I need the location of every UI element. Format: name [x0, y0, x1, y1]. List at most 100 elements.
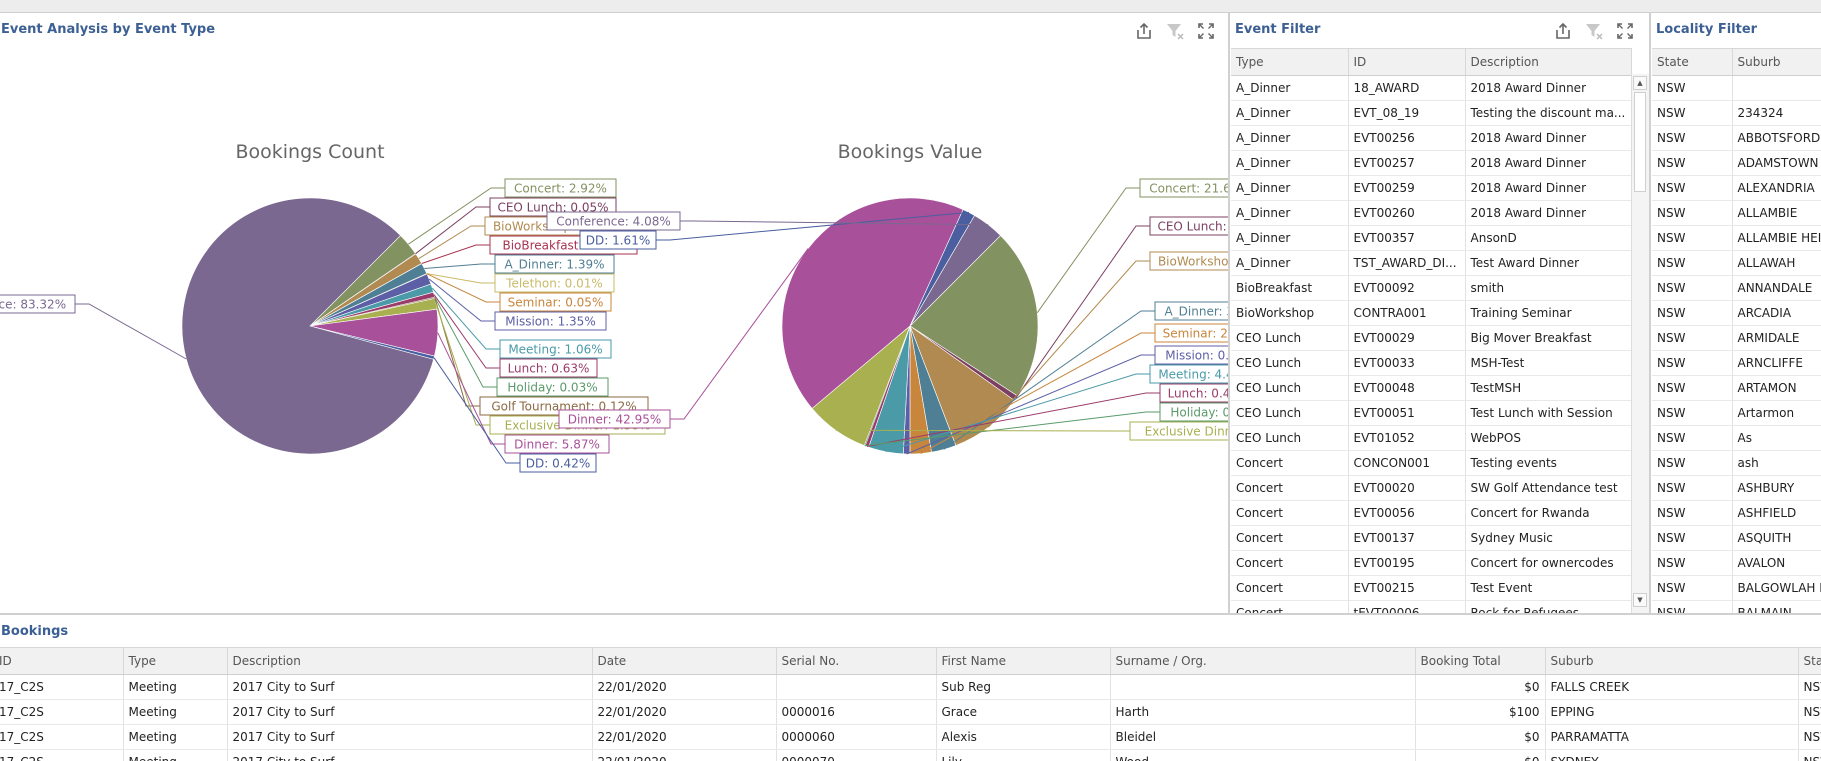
event-row[interactable]: CEO Lunch EVT00051 Test Lunch with Session: [1231, 400, 1632, 426]
locality-row[interactable]: NSW ARMIDALE: [1652, 325, 1821, 351]
column-header[interactable]: Type: [123, 647, 228, 675]
maximize-icon[interactable]: [1614, 20, 1636, 42]
event-row[interactable]: Concert EVT00056 Concert for Rwanda: [1231, 500, 1632, 526]
locality-row[interactable]: NSW AVALON: [1652, 550, 1821, 576]
data-label-dd: DD: 1.61%: [586, 234, 650, 248]
event-filter-scrollbar[interactable]: ▲ ▼: [1631, 74, 1649, 613]
column-header[interactable]: State: [1798, 647, 1821, 675]
event-row[interactable]: Concert EVT00215 Test Event: [1231, 575, 1632, 601]
chart-panel-title: Event Analysis by Event Type: [1, 22, 216, 37]
event-row[interactable]: CEO Lunch EVT00048 TestMSH: [1231, 375, 1632, 401]
event-row[interactable]: CEO Lunch EVT00029 Big Mover Breakfast: [1231, 325, 1632, 351]
event-row[interactable]: A_Dinner EVT00259 2018 Award Dinner: [1231, 175, 1632, 201]
locality-row[interactable]: NSW: [1652, 75, 1821, 101]
scroll-thumb[interactable]: [1634, 92, 1646, 192]
event-row[interactable]: A_Dinner EVT00260 2018 Award Dinner: [1231, 200, 1632, 226]
locality-row[interactable]: NSW ABBOTSFORD: [1652, 125, 1821, 151]
column-header[interactable]: State: [1652, 48, 1733, 76]
locality-row[interactable]: NSW ARNCLIFFE: [1652, 350, 1821, 376]
column-header[interactable]: Booking Total: [1415, 647, 1546, 675]
table-cell: A_Dinner: [1231, 200, 1349, 226]
event-row[interactable]: Concert EVT00195 Concert for ownercodes: [1231, 550, 1632, 576]
event-row[interactable]: A_Dinner EVT00357 AnsonD: [1231, 225, 1632, 251]
event-row[interactable]: Concert EVT00020 SW Golf Attendance test: [1231, 475, 1632, 501]
data-label-box: [558, 409, 671, 429]
event-row[interactable]: A_Dinner EVT_08_19 Testing the discount ma…: [1231, 100, 1632, 126]
export-icon[interactable]: [1552, 20, 1574, 42]
clear-filter-icon[interactable]: [1164, 20, 1186, 42]
locality-row[interactable]: NSW ASHFIELD: [1652, 500, 1821, 526]
table-cell: Testing events: [1465, 450, 1632, 476]
table-cell: 234324: [1732, 100, 1821, 126]
locality-row[interactable]: NSW ARCADIA: [1652, 300, 1821, 326]
event-row[interactable]: Concert tEVT00006 Rock for Refugees: [1231, 600, 1632, 613]
event-row[interactable]: A_Dinner TST_AWARD_DI... Test Award Dinner: [1231, 250, 1632, 276]
event-row[interactable]: CEO Lunch EVT01052 WebPOS: [1231, 425, 1632, 451]
locality-row[interactable]: NSW Artarmon: [1652, 400, 1821, 426]
column-header[interactable]: ID: [0, 647, 124, 675]
column-header[interactable]: Date: [592, 647, 777, 675]
column-header[interactable]: Suburb: [1732, 48, 1821, 76]
data-label-bioworkshop: BioWorkshop: 9.31%: [1158, 255, 1228, 269]
event-row[interactable]: BioWorkshop CONTRA001 Training Seminar: [1231, 300, 1632, 326]
event-row[interactable]: Concert CONCON001 Testing events: [1231, 450, 1632, 476]
table-cell: 22/01/2020: [592, 749, 777, 761]
data-label-exclusive-dinner: Exclusive Dinner: 8.05%: [1145, 425, 1228, 439]
locality-row[interactable]: NSW BALMAIN: [1652, 600, 1821, 613]
column-header[interactable]: Type: [1231, 48, 1349, 76]
locality-row[interactable]: NSW ADAMSTOWN: [1652, 150, 1821, 176]
bookings-grid: ID Type Description Date Serial No. First Nam…: [0, 647, 1821, 761]
table-cell: EVT00260: [1348, 200, 1466, 226]
table-cell: $0: [1415, 749, 1546, 761]
scroll-up-button[interactable]: ▲: [1633, 76, 1647, 90]
locality-filter-title: Locality Filter: [1656, 22, 1758, 37]
locality-row[interactable]: NSW ALLAMBIE: [1652, 200, 1821, 226]
chart-title: Bookings Count: [235, 141, 384, 163]
locality-row[interactable]: NSW ASQUITH: [1652, 525, 1821, 551]
table-cell: 2017 City to Surf: [227, 749, 593, 761]
locality-row[interactable]: NSW ALLAWAH: [1652, 250, 1821, 276]
table-cell: Harth: [1110, 699, 1416, 725]
locality-row[interactable]: NSW ash: [1652, 450, 1821, 476]
locality-row[interactable]: NSW ARTAMON: [1652, 375, 1821, 401]
column-header[interactable]: Description: [1465, 48, 1632, 76]
table-cell: 2018 Award Dinner: [1465, 200, 1632, 226]
column-header[interactable]: Description: [227, 647, 593, 675]
column-header[interactable]: ID: [1348, 48, 1466, 76]
data-label-dd: DD: 0.42%: [526, 457, 590, 471]
scroll-down-button[interactable]: ▼: [1633, 593, 1647, 607]
maximize-icon[interactable]: [1195, 20, 1217, 42]
data-label-seminar: Seminar: 2.69%: [1163, 327, 1228, 341]
locality-row[interactable]: NSW ANNANDALE: [1652, 275, 1821, 301]
event-row[interactable]: A_Dinner EVT00256 2018 Award Dinner: [1231, 125, 1632, 151]
column-header[interactable]: Surname / Org.: [1110, 647, 1416, 675]
table-cell: EVT00092: [1348, 275, 1466, 301]
table-cell: NSW: [1652, 175, 1733, 201]
column-header[interactable]: Serial No.: [776, 647, 937, 675]
column-header[interactable]: First Name: [936, 647, 1111, 675]
event-row[interactable]: CEO Lunch EVT00033 MSH-Test: [1231, 350, 1632, 376]
locality-row[interactable]: NSW ALEXANDRIA: [1652, 175, 1821, 201]
event-row[interactable]: BioBreakfast EVT00092 smith: [1231, 275, 1632, 301]
event-row[interactable]: A_Dinner EVT00257 2018 Award Dinner: [1231, 150, 1632, 176]
locality-row[interactable]: NSW 234324: [1652, 100, 1821, 126]
event-row[interactable]: Concert EVT00137 Sydney Music: [1231, 525, 1632, 551]
table-cell: NSW: [1652, 375, 1733, 401]
export-icon[interactable]: [1133, 20, 1155, 42]
locality-row[interactable]: NSW As: [1652, 425, 1821, 451]
table-cell: CONCON001: [1348, 450, 1466, 476]
column-header[interactable]: Suburb: [1545, 647, 1799, 675]
data-label-box: [579, 230, 657, 250]
locality-row[interactable]: NSW ASHBURY: [1652, 475, 1821, 501]
table-cell: NSW: [1652, 525, 1733, 551]
table-cell: BALMAIN: [1732, 600, 1821, 613]
event-row[interactable]: A_Dinner 18_AWARD 2018 Award Dinner: [1231, 75, 1632, 101]
label-leader-line: [1015, 225, 1150, 399]
clear-filter-icon[interactable]: [1583, 20, 1605, 42]
